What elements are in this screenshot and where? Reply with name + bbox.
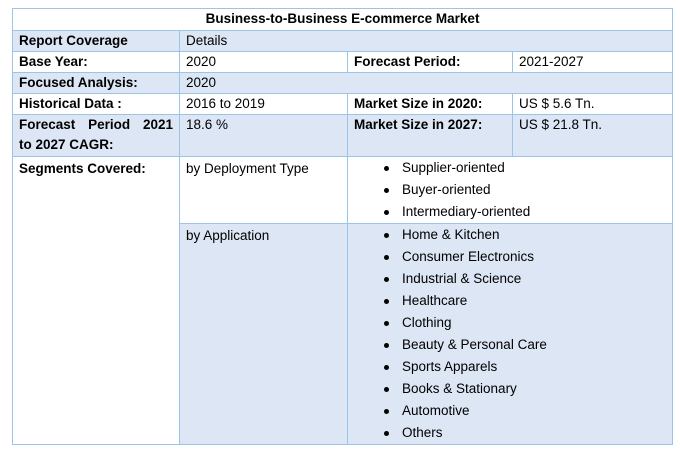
- table-row: Base Year: 2020 Forecast Period: 2021-20…: [12, 51, 674, 73]
- coverage-label: Report Coverage: [12, 30, 180, 52]
- list-item: Intermediary-oriented: [354, 201, 666, 223]
- bullet-icon: [384, 277, 389, 282]
- cagr-label-line2: to 2027 CAGR:: [19, 137, 114, 152]
- bullet-icon: [384, 343, 389, 348]
- forecast-period-label: Forecast Period:: [347, 51, 513, 73]
- table-row: Focused Analysis: 2020: [12, 72, 674, 94]
- market-size-2027-value: US $ 21.8 Tn.: [511, 114, 674, 157]
- list-item: Industrial & Science: [354, 268, 666, 290]
- bullet-icon: [384, 255, 389, 260]
- list-item: Others: [354, 422, 666, 444]
- bullet-icon: [384, 321, 389, 326]
- table-row: Forecast Period 2021 to 2027 CAGR: 18.6 …: [12, 114, 674, 157]
- list-item: Supplier-oriented: [354, 157, 666, 179]
- bullet-icon: [384, 409, 389, 414]
- list-item-text: Supplier-oriented: [402, 160, 505, 175]
- title-row: Business-to-Business E-commerce Market: [11, 8, 674, 31]
- list-item: Consumer Electronics: [354, 246, 666, 268]
- table-row: by Application Home & Kitchen Consumer E…: [13, 223, 674, 445]
- deployment-list-cell: Supplier-oriented Buyer-oriented Interme…: [346, 156, 674, 224]
- market-size-2020-label: Market Size in 2020:: [347, 93, 513, 115]
- table-row: Segments Covered: by Deployment Type Sup…: [12, 156, 674, 445]
- historical-data-label: Historical Data :: [12, 93, 180, 115]
- report-table: Business-to-Business E-commerce Market R…: [11, 8, 674, 445]
- application-list: Home & Kitchen Consumer Electronics Indu…: [354, 224, 666, 444]
- list-item: Sports Apparels: [354, 356, 666, 378]
- bullet-icon: [384, 166, 389, 171]
- list-item-text: Books & Stationary: [402, 381, 517, 396]
- deployment-label: by Deployment Type: [179, 156, 348, 224]
- market-size-2020-value: US $ 5.6 Tn.: [511, 93, 674, 115]
- list-item-text: Home & Kitchen: [402, 227, 500, 242]
- cagr-label-line1: Forecast Period 2021: [19, 117, 173, 132]
- list-item: Healthcare: [354, 290, 666, 312]
- coverage-value: Details: [178, 30, 674, 52]
- list-item: Clothing: [354, 312, 666, 334]
- list-item-text: Intermediary-oriented: [402, 204, 531, 219]
- list-item-text: Automotive: [402, 403, 470, 418]
- application-label: by Application: [179, 223, 348, 445]
- focused-analysis-label: Focused Analysis:: [12, 72, 180, 94]
- table-row: Report Coverage Details: [12, 30, 674, 52]
- bullet-icon: [384, 233, 389, 238]
- table-row: Historical Data : 2016 to 2019 Market Si…: [12, 93, 674, 115]
- bullet-icon: [384, 188, 389, 193]
- list-item-text: Beauty & Personal Care: [402, 337, 547, 352]
- cagr-label: Forecast Period 2021 to 2027 CAGR:: [12, 114, 180, 157]
- list-item: Books & Stationary: [354, 378, 666, 400]
- application-list-cell: Home & Kitchen Consumer Electronics Indu…: [346, 223, 674, 445]
- deployment-list: Supplier-oriented Buyer-oriented Interme…: [354, 157, 666, 223]
- list-item: Automotive: [354, 400, 666, 422]
- market-size-2027-label: Market Size in 2027:: [347, 114, 513, 157]
- list-item-text: Industrial & Science: [402, 271, 522, 286]
- list-item: Home & Kitchen: [354, 224, 666, 246]
- bullet-icon: [384, 431, 389, 436]
- table-title: Business-to-Business E-commerce Market: [11, 8, 674, 31]
- cagr-value: 18.6 %: [179, 114, 348, 157]
- list-item-text: Sports Apparels: [402, 359, 498, 374]
- base-year-label: Base Year:: [12, 51, 180, 73]
- list-item-text: Others: [402, 425, 443, 440]
- base-year-value: 2020: [179, 51, 348, 73]
- list-item-text: Consumer Electronics: [402, 249, 535, 264]
- list-item: Buyer-oriented: [354, 179, 666, 201]
- bullet-icon: [384, 299, 389, 304]
- segments-label: Segments Covered:: [12, 156, 180, 445]
- bullet-icon: [384, 365, 389, 370]
- historical-data-value: 2016 to 2019: [179, 93, 348, 115]
- bullet-icon: [384, 210, 389, 215]
- forecast-period-value: 2021-2027: [511, 51, 674, 73]
- list-item-text: Buyer-oriented: [402, 182, 491, 197]
- list-item-text: Healthcare: [402, 293, 468, 308]
- focused-analysis-value: 2020: [178, 72, 674, 94]
- list-item-text: Clothing: [402, 315, 452, 330]
- bullet-icon: [384, 387, 389, 392]
- list-item: Beauty & Personal Care: [354, 334, 666, 356]
